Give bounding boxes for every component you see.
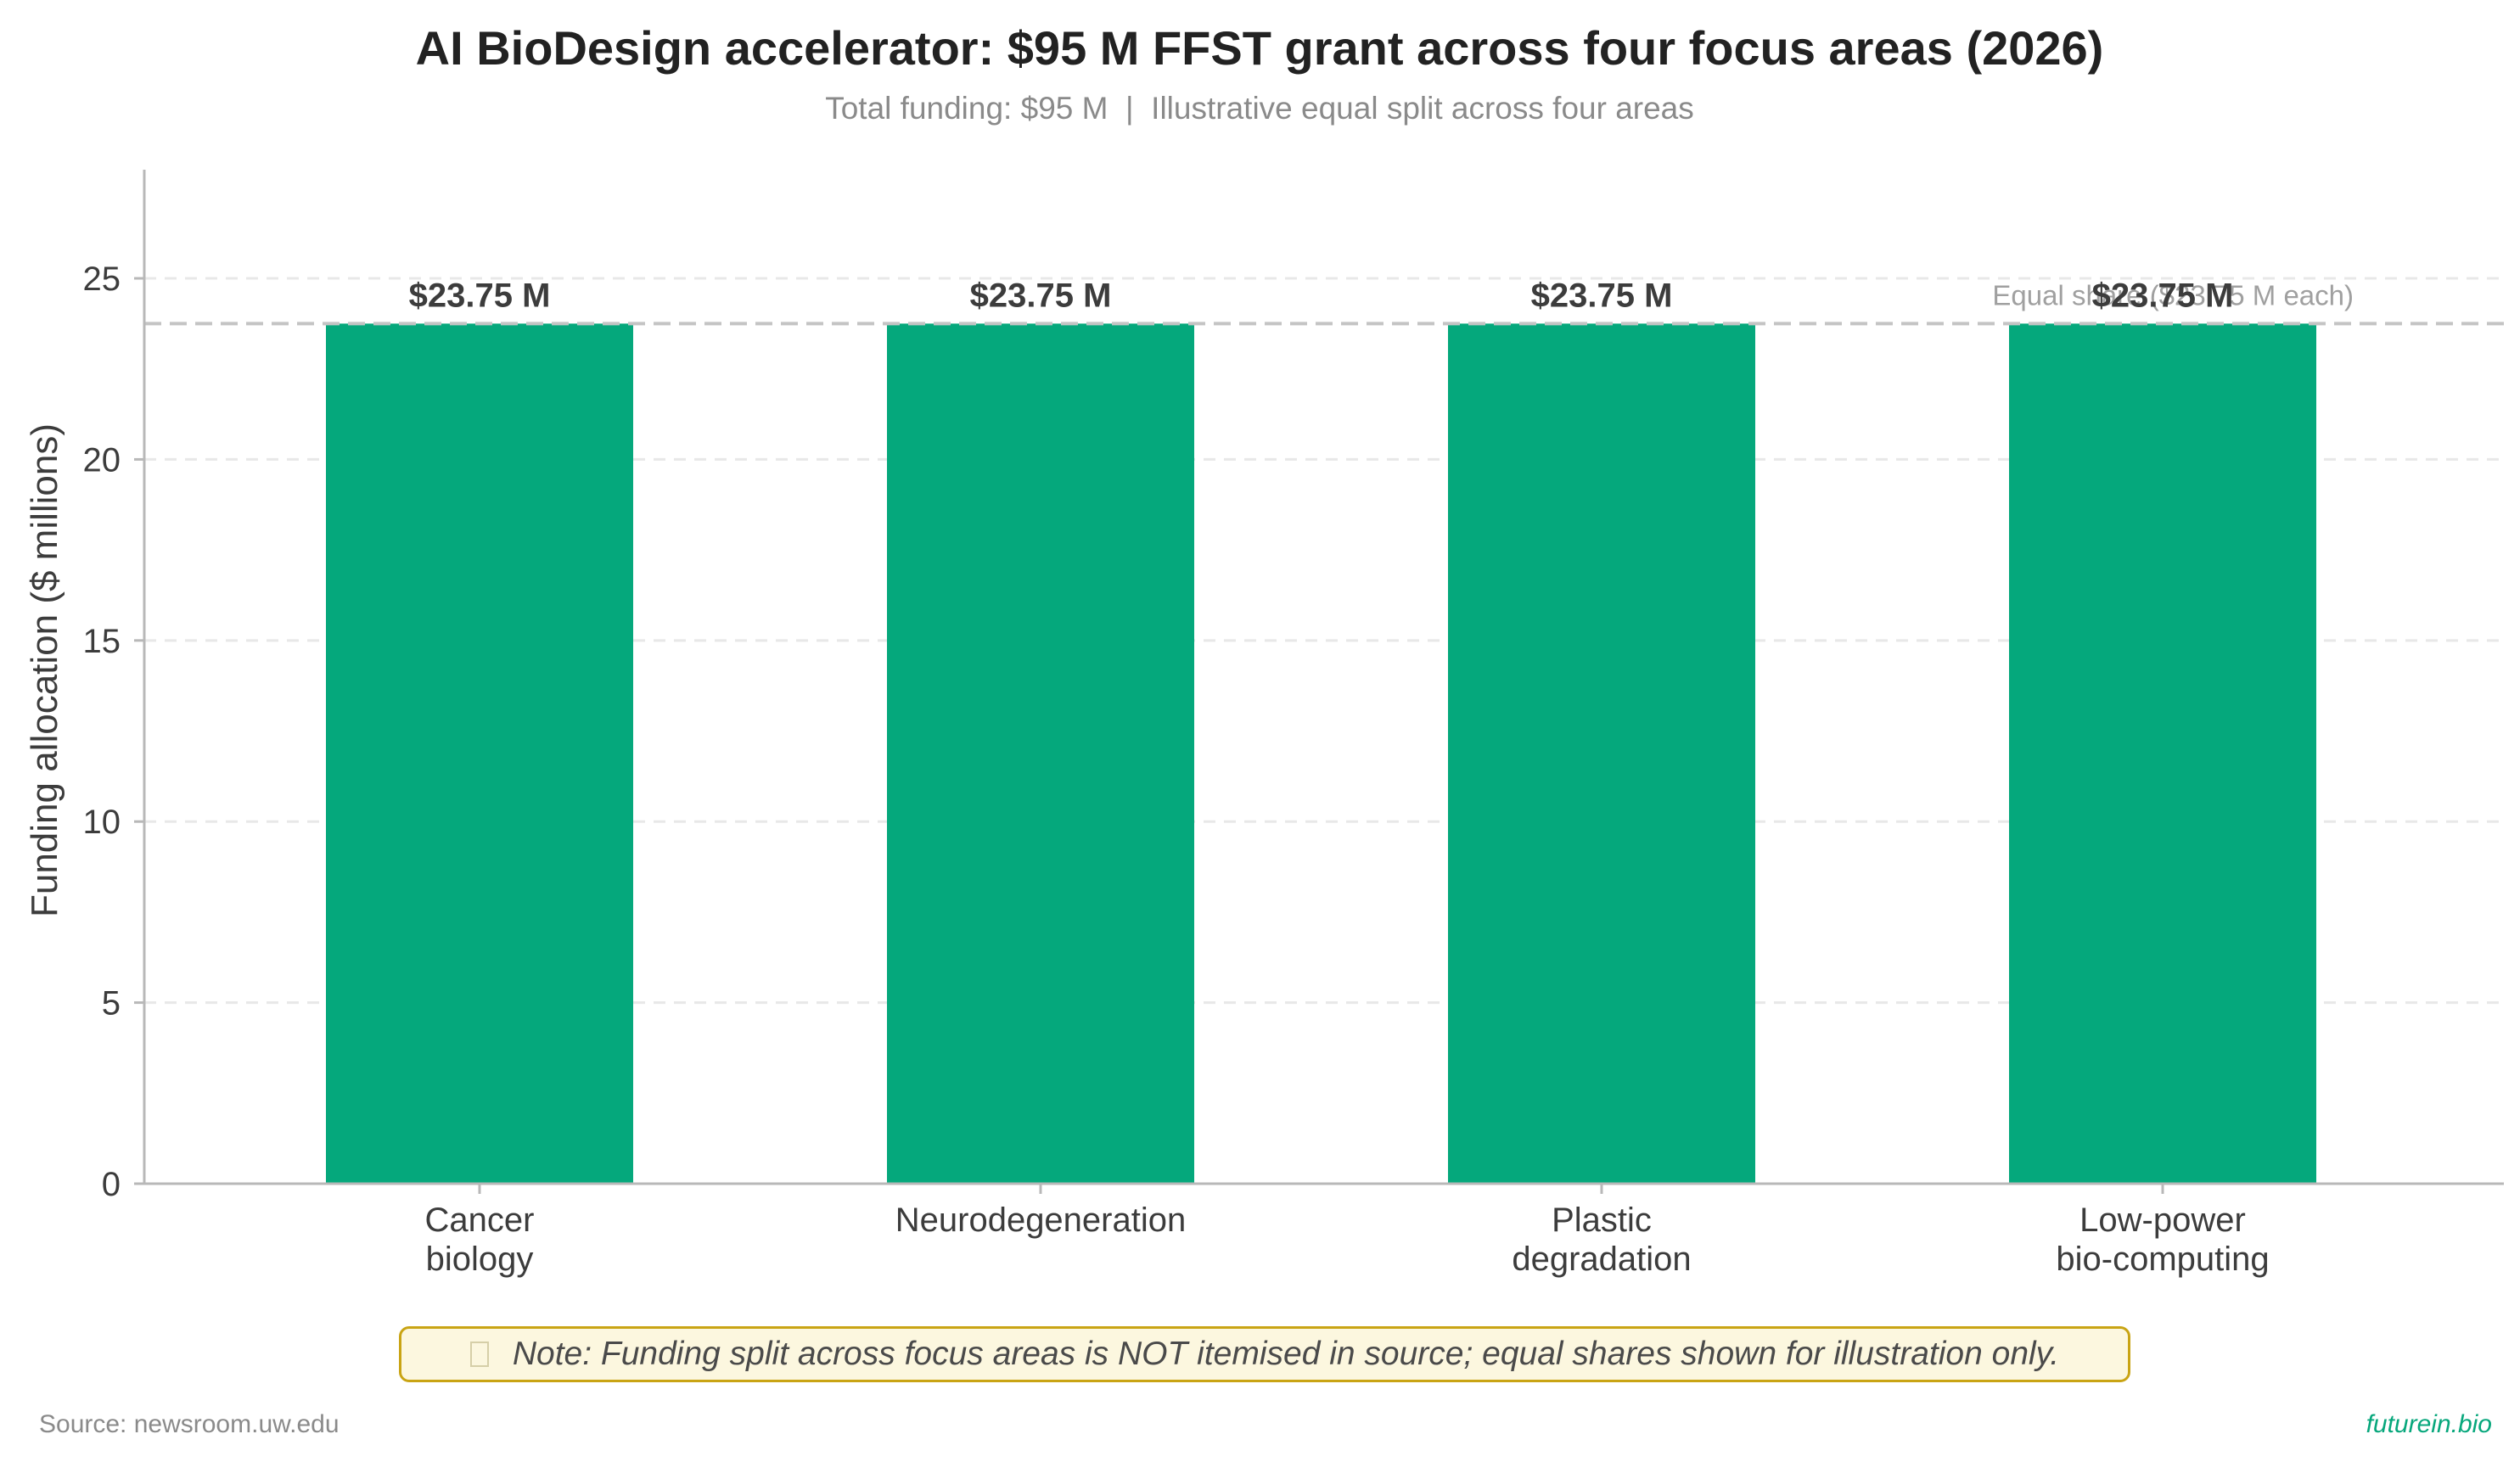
x-tick-label: degradation: [1512, 1241, 1691, 1278]
bar: [887, 323, 1194, 1185]
value-labels: $23.75 M $23.75 M $23.75 M $23.75 M: [409, 277, 2234, 314]
y-tick-label: 15: [83, 623, 121, 660]
x-tick-label: bio-computing: [2056, 1241, 2269, 1278]
bar-value-label: $23.75 M: [409, 277, 551, 314]
warning-icon: [469, 1342, 489, 1367]
x-tick-label: Neurodegeneration: [895, 1202, 1186, 1239]
y-tick-label: 0: [102, 1166, 121, 1203]
y-tick-label: 25: [83, 260, 121, 298]
bars: [326, 323, 2316, 1185]
y-tick-label: 5: [102, 985, 121, 1022]
x-tick-label: Low-power: [2079, 1202, 2246, 1239]
note-box: Note: Funding split across focus areas i…: [399, 1326, 2130, 1382]
bar-value-label: $23.75 M: [2092, 277, 2234, 314]
bar: [1448, 323, 1755, 1185]
source-text: Source: newsroom.uw.edu: [39, 1410, 340, 1438]
reference-line-group: Equal share ($23.75 M each): [144, 279, 2504, 326]
x-tick-label: biology: [426, 1241, 534, 1278]
bar-value-label: $23.75 M: [1531, 277, 1673, 314]
y-tick-label: 20: [83, 441, 121, 479]
y-axis-label: Funding allocation ($ millions): [24, 423, 65, 917]
brand-link[interactable]: futurein.bio: [2366, 1410, 2492, 1438]
chart-title: AI BioDesign accelerator: $95 M FFST gra…: [416, 21, 2104, 75]
x-tick-label: Cancer: [425, 1202, 535, 1239]
chart-subtitle: Total funding: $95 M | Illustrative equa…: [825, 91, 1694, 126]
note-text: Note: Funding split across focus areas i…: [512, 1336, 2060, 1372]
bar: [2009, 323, 2316, 1185]
bar: [326, 323, 633, 1185]
bar-value-label: $23.75 M: [970, 277, 1112, 314]
reference-line-label: Equal share ($23.75 M each): [1992, 279, 2354, 311]
y-tick-label: 10: [83, 804, 121, 841]
x-tick-label: Plastic: [1552, 1202, 1652, 1239]
